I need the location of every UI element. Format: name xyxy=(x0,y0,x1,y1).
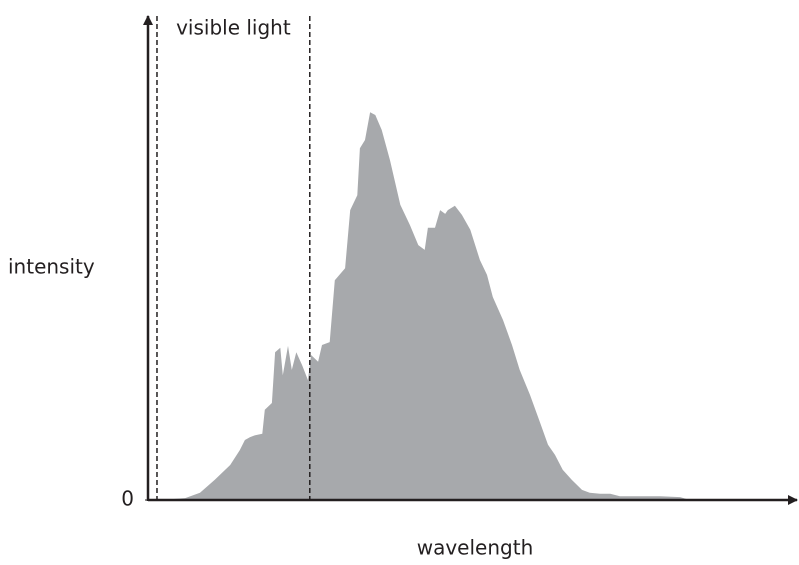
x-axis-label: wavelength xyxy=(417,536,534,560)
y-tick-label: 0 xyxy=(121,487,134,511)
annotation-label: visible light xyxy=(176,16,291,40)
y-axis-label: intensity xyxy=(8,255,95,279)
area xyxy=(160,112,690,500)
plot-area xyxy=(160,112,690,500)
